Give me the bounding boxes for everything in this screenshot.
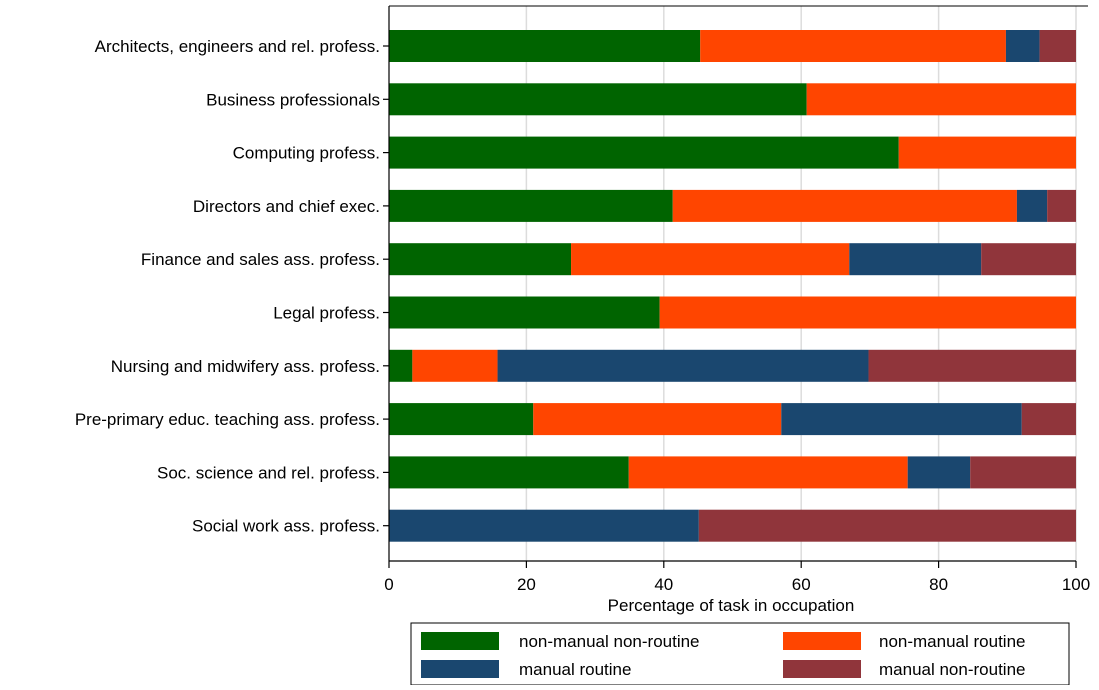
bar-segment <box>806 83 1076 116</box>
bar-segment <box>533 403 782 436</box>
bar-segment <box>907 456 971 489</box>
bar-segment <box>389 456 629 489</box>
x-tick-label: 20 <box>517 575 536 594</box>
legend-swatch <box>783 660 861 678</box>
legend-swatch <box>783 632 861 650</box>
bar-segment <box>1005 30 1040 62</box>
legend: non-manual non-routine non-manual routine… <box>410 622 1070 686</box>
bar-segment <box>659 296 1076 329</box>
bar-segment <box>389 189 673 222</box>
category-label: Computing profess. <box>233 144 380 163</box>
x-tick-label: 80 <box>929 575 948 594</box>
bar-segment <box>628 456 908 489</box>
category-label: Business professionals <box>206 90 380 109</box>
legend-label: manual non-routine <box>879 660 1025 679</box>
bar-segment <box>389 136 899 169</box>
bar-segment <box>868 349 1076 382</box>
legend-label: non-manual routine <box>879 632 1025 651</box>
legend-swatch <box>421 632 499 650</box>
category-label: Architects, engineers and rel. profess. <box>95 37 380 56</box>
bar-segment <box>389 403 534 436</box>
bar-segment <box>700 30 1006 62</box>
bar-segment <box>1039 30 1076 62</box>
bar-segment <box>698 509 1076 542</box>
legend-swatch <box>421 660 499 678</box>
bar-segment <box>1047 189 1076 222</box>
bar-segment <box>849 243 982 276</box>
bar-segment <box>389 509 699 542</box>
bar-segment <box>1021 403 1076 436</box>
category-label: Social work ass. profess. <box>192 517 380 536</box>
x-tick-label: 60 <box>792 575 811 594</box>
category-label: Legal profess. <box>273 304 380 323</box>
category-labels: Architects, engineers and rel. profess. B… <box>75 37 380 536</box>
bar-segment <box>389 30 701 62</box>
category-label: Soc. science and rel. profess. <box>157 463 380 482</box>
axis-layer: 0 20 40 60 80 100 <box>383 5 1090 594</box>
legend-label: manual routine <box>519 660 631 679</box>
bar-segment <box>389 349 413 382</box>
category-label: Nursing and midwifery ass. profess. <box>111 357 380 376</box>
x-tick-label: 100 <box>1062 575 1090 594</box>
x-tick-label: 40 <box>654 575 673 594</box>
bar-segment <box>898 136 1076 169</box>
x-tick-label: 0 <box>384 575 393 594</box>
category-label: Pre-primary educ. teaching ass. profess. <box>75 410 380 429</box>
bar-segment <box>497 349 869 382</box>
bar-segment <box>981 243 1076 276</box>
bar-segment <box>781 403 1022 436</box>
legend-label: non-manual non-routine <box>519 632 700 651</box>
category-label: Finance and sales ass. profess. <box>141 250 380 269</box>
bar-segment <box>389 296 660 329</box>
bar-segment <box>672 189 1017 222</box>
bar-segment <box>389 83 807 116</box>
x-axis-label: Percentage of task in occupation <box>608 596 855 615</box>
bar-segment <box>571 243 850 276</box>
bar-segment <box>412 349 498 382</box>
bar-segment <box>1016 189 1048 222</box>
category-label: Directors and chief exec. <box>193 197 380 216</box>
legend-box <box>410 622 1070 686</box>
bar-segment <box>970 456 1076 489</box>
bar-segment <box>389 243 572 276</box>
bars-layer <box>389 30 1076 542</box>
